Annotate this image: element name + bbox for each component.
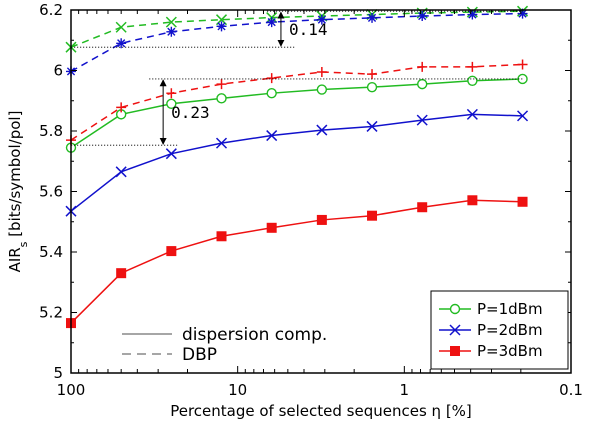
legend: P=1dBm P=2dBm P=3dBm <box>430 290 569 370</box>
data-point <box>466 108 478 120</box>
data-point <box>367 12 378 23</box>
data-point <box>165 148 177 160</box>
series-1 <box>65 108 529 217</box>
legend-item: P=2dBm <box>439 321 543 339</box>
data-point <box>166 88 177 99</box>
data-point <box>216 231 227 242</box>
legend-swatch-marker <box>450 346 460 356</box>
data-point <box>367 69 378 80</box>
y-axis-label-rest: [bits/symbol/pol] <box>6 111 24 242</box>
data-point <box>215 137 228 149</box>
series-0 <box>65 73 528 153</box>
series-line <box>70 199 523 324</box>
data-point <box>166 26 177 37</box>
y-tick-label: 5 <box>53 364 63 382</box>
series-4 <box>66 8 528 77</box>
legend-item: P=1dBm <box>439 300 543 318</box>
annotation-0: 0.14 <box>71 10 523 48</box>
data-point <box>266 130 278 142</box>
data-point <box>417 11 428 22</box>
data-point <box>517 110 529 122</box>
data-point <box>316 214 327 225</box>
data-point <box>316 84 328 95</box>
y-axis-label: AIRs [bits/symbol/pol] <box>6 111 30 273</box>
series-line <box>70 10 523 48</box>
data-point <box>316 124 328 136</box>
data-point <box>266 17 277 28</box>
data-point <box>116 268 127 279</box>
style-legend-label: dispersion comp. <box>182 325 327 345</box>
legend-label: P=3dBm <box>477 342 543 360</box>
data-point <box>165 16 177 28</box>
data-point <box>316 67 327 78</box>
legend-item: P=3dBm <box>439 342 543 360</box>
annotation-label: 0.23 <box>171 103 210 122</box>
x-tick-label: 10 <box>228 381 247 399</box>
series-group <box>65 5 529 329</box>
legend-label: P=1dBm <box>477 300 543 318</box>
series-line <box>70 78 523 149</box>
data-point <box>467 61 478 72</box>
data-point <box>517 8 528 19</box>
data-point <box>416 114 428 126</box>
data-point <box>417 61 428 72</box>
data-point <box>216 21 227 32</box>
data-point <box>367 210 378 221</box>
annotation-1: 0.23 <box>71 78 523 146</box>
data-point <box>266 73 277 84</box>
y-axis-label-sub: s <box>17 241 30 247</box>
data-point <box>266 222 277 233</box>
x-axis-label: Percentage of selected sequences η [%] <box>170 402 472 420</box>
data-point <box>116 38 127 49</box>
annotations-group: 0.14 0.23 <box>71 10 523 146</box>
data-point <box>517 59 528 70</box>
y-tick-label: 5.4 <box>39 243 63 261</box>
legend-swatch-marker <box>449 324 461 336</box>
data-point <box>417 202 428 213</box>
y-tick-label: 5.6 <box>39 183 63 201</box>
data-point <box>517 196 528 207</box>
x-tick-label: 1 <box>400 381 410 399</box>
data-point <box>266 87 277 99</box>
legend-swatch-marker <box>449 303 461 315</box>
data-point <box>467 9 478 20</box>
data-point <box>366 81 378 93</box>
x-tick-label: 0.1 <box>559 381 583 399</box>
data-point <box>216 79 227 90</box>
data-point <box>216 93 227 104</box>
data-point <box>316 14 327 25</box>
data-point <box>467 195 478 206</box>
axis-ticks: 5 5.2 5.4 5.6 5.8 6 6.2 100 10 1 0.1 <box>39 1 583 399</box>
x-tick-label: 100 <box>57 381 86 399</box>
style-legend-item: DBP <box>122 345 217 365</box>
style-legend-label: DBP <box>182 345 217 365</box>
series-line <box>70 113 523 212</box>
data-point <box>115 166 127 178</box>
series-line <box>70 63 523 141</box>
annotation-label: 0.14 <box>289 20 328 39</box>
data-point <box>467 75 478 86</box>
data-point <box>116 102 127 113</box>
data-point <box>517 73 528 85</box>
data-point <box>417 78 428 90</box>
style-legend-item: dispersion comp. <box>122 325 327 345</box>
y-tick-label: 5.8 <box>39 122 63 140</box>
series-line <box>70 12 523 73</box>
data-point <box>366 120 378 132</box>
y-tick-label: 6 <box>53 62 63 80</box>
y-axis-label-main: AIR <box>6 247 24 272</box>
data-point <box>166 246 177 257</box>
legend-label: P=2dBm <box>477 321 543 339</box>
data-point <box>115 21 127 33</box>
line-style-legend: dispersion comp.DBP <box>122 325 327 365</box>
y-tick-label: 5.2 <box>39 304 63 322</box>
y-tick-label: 6.2 <box>39 1 63 19</box>
data-point <box>166 98 177 109</box>
series-2 <box>66 195 528 329</box>
